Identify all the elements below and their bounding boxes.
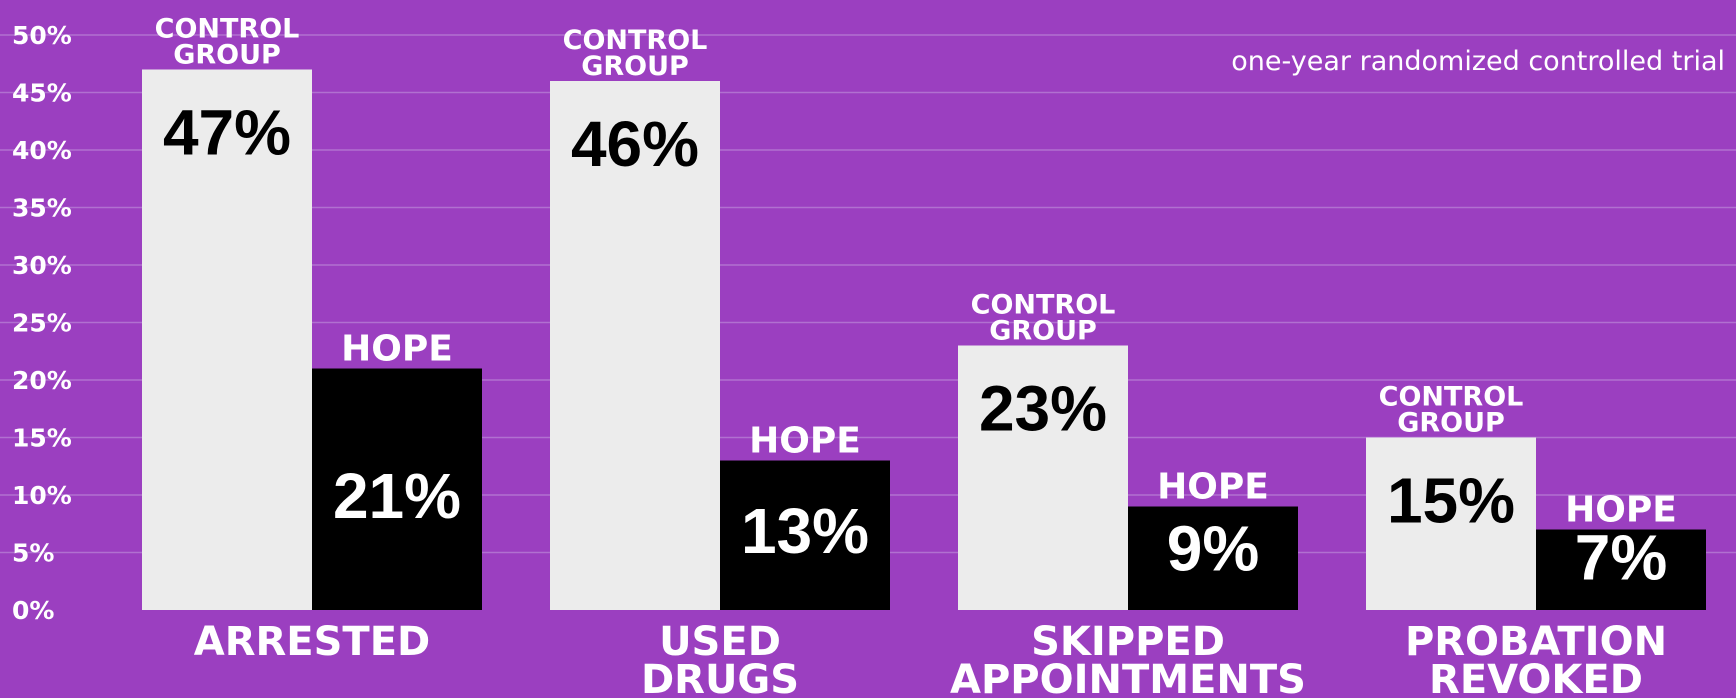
category-label: USED — [659, 619, 781, 665]
category-label: REVOKED — [1429, 657, 1643, 698]
control-value-label: 47% — [163, 97, 291, 169]
category-label: ARRESTED — [194, 619, 431, 665]
y-tick-label: 35% — [12, 194, 72, 223]
series-label-hope: HOPE — [1157, 467, 1269, 508]
hope-bar — [1536, 529, 1706, 610]
series-label-control: CONTROL — [1379, 382, 1524, 413]
series-label-group: GROUP — [173, 40, 281, 71]
control-group-bar — [1366, 437, 1536, 610]
hope-value-label: 21% — [333, 460, 461, 532]
hope-value-label: 7% — [1575, 521, 1668, 593]
series-label-control: CONTROL — [563, 25, 708, 56]
y-tick-label: 50% — [12, 21, 72, 50]
hope-bar — [720, 460, 890, 610]
control-group-bar — [142, 69, 312, 610]
control-group-bar — [958, 345, 1128, 610]
y-tick-label: 10% — [12, 481, 72, 510]
chart-subtitle: one-year randomized controlled trial — [1231, 46, 1725, 77]
series-label-group: GROUP — [1397, 408, 1505, 439]
y-tick-label: 20% — [12, 366, 72, 395]
control-value-label: 46% — [571, 108, 699, 180]
y-tick-label: 40% — [12, 136, 72, 165]
series-label-control: CONTROL — [155, 14, 300, 45]
y-tick-label: 45% — [12, 79, 72, 108]
y-tick-label: 0% — [12, 596, 54, 625]
series-label-group: GROUP — [989, 316, 1097, 347]
y-tick-label: 5% — [12, 539, 54, 568]
y-tick-label: 25% — [12, 309, 72, 338]
series-label-hope: HOPE — [1565, 490, 1677, 531]
hope-value-label: 9% — [1167, 513, 1260, 585]
category-label: PROBATION — [1405, 619, 1667, 665]
category-label: DRUGS — [641, 657, 799, 698]
control-value-label: 23% — [979, 373, 1107, 445]
hope-bar — [1128, 506, 1298, 610]
category-label: SKIPPED — [1031, 619, 1225, 665]
series-label-control: CONTROL — [971, 290, 1116, 321]
series-label-hope: HOPE — [749, 421, 861, 462]
control-value-label: 15% — [1387, 465, 1515, 537]
series-label-group: GROUP — [581, 51, 689, 82]
hope-value-label: 13% — [741, 495, 869, 567]
category-label: APPOINTMENTS — [950, 657, 1306, 698]
hope-bar — [312, 368, 482, 610]
series-label-hope: HOPE — [341, 329, 453, 370]
control-group-bar — [550, 81, 720, 610]
y-tick-label: 30% — [12, 251, 72, 280]
y-tick-label: 15% — [12, 424, 72, 453]
